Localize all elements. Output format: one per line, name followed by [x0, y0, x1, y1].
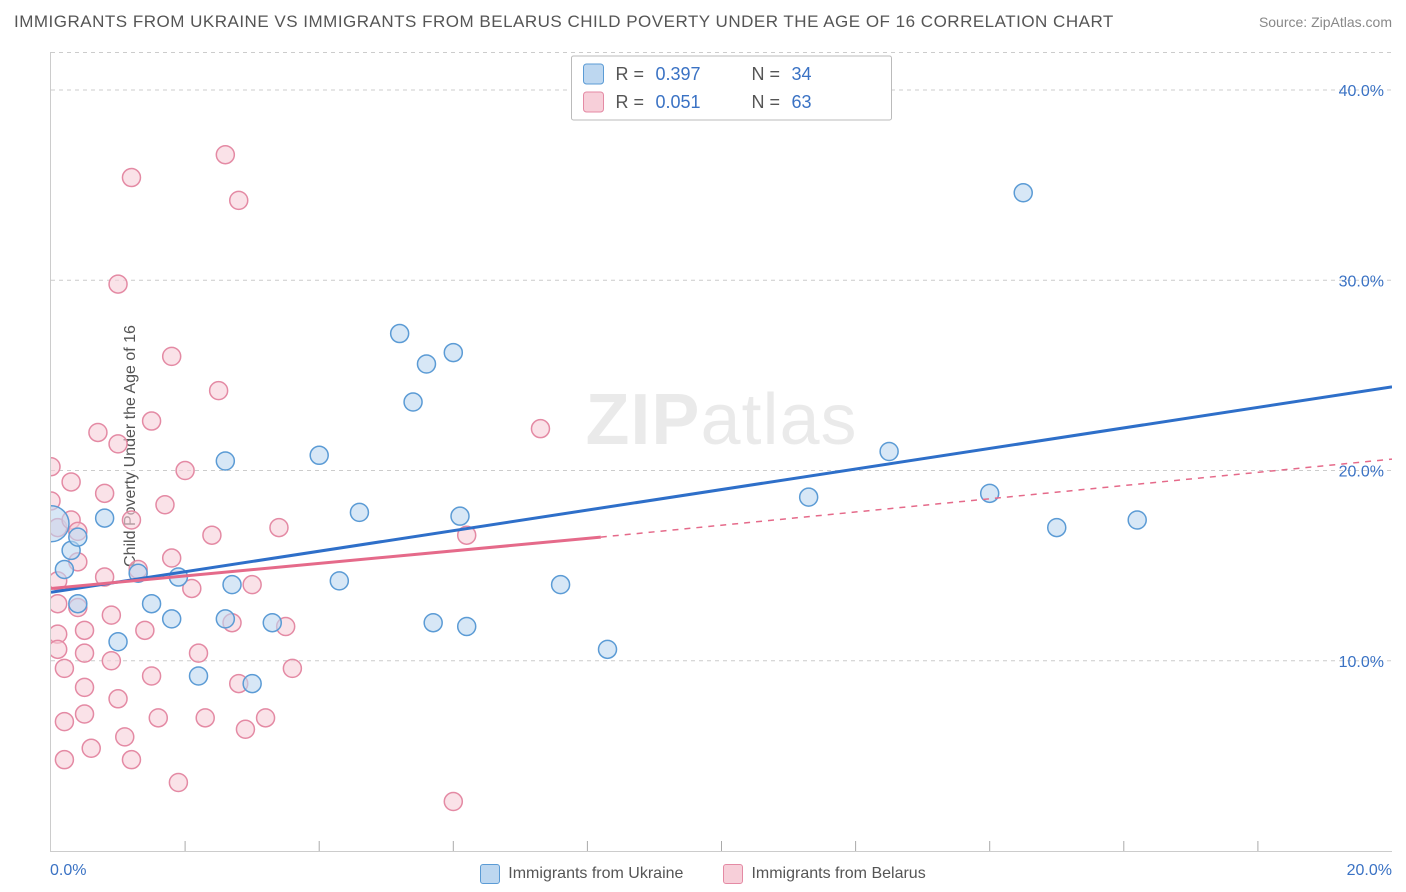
svg-text:20.0%: 20.0%	[1339, 464, 1384, 481]
swatch-belarus	[723, 864, 743, 884]
svg-text:40.0%: 40.0%	[1339, 83, 1384, 100]
plot-area: ZIPatlas 10.0%20.0%30.0%40.0%R =0.397N =…	[50, 52, 1392, 852]
legend-label-belarus: Immigrants from Belarus	[751, 865, 925, 883]
legend-label-ukraine: Immigrants from Ukraine	[508, 865, 683, 883]
svg-text:0.397: 0.397	[656, 64, 701, 84]
svg-text:34: 34	[792, 64, 812, 84]
swatch-ukraine	[480, 864, 500, 884]
svg-text:30.0%: 30.0%	[1339, 273, 1384, 290]
svg-text:0.051: 0.051	[656, 92, 701, 112]
svg-text:N =: N =	[752, 64, 781, 84]
plot-svg: 10.0% 20.0% 30.0% 40.0% R = 0.397 N = 34 R = 0.05…	[51, 52, 1392, 851]
svg-text:R =: R =	[616, 92, 645, 112]
source-attribution: Source: ZipAtlas.com	[1259, 14, 1392, 30]
legend-item-ukraine: Immigrants from Ukraine	[480, 864, 683, 884]
svg-text:N =: N =	[752, 92, 781, 112]
bottom-legend: Immigrants from Ukraine Immigrants from …	[0, 864, 1406, 884]
title-row: IMMIGRANTS FROM UKRAINE VS IMMIGRANTS FR…	[14, 12, 1392, 32]
svg-text:10.0%: 10.0%	[1339, 654, 1384, 671]
svg-text:63: 63	[792, 92, 812, 112]
chart-container: IMMIGRANTS FROM UKRAINE VS IMMIGRANTS FR…	[0, 0, 1406, 892]
chart-title: IMMIGRANTS FROM UKRAINE VS IMMIGRANTS FR…	[14, 12, 1114, 32]
legend-item-belarus: Immigrants from Belarus	[723, 864, 925, 884]
svg-text:R =: R =	[616, 64, 645, 84]
